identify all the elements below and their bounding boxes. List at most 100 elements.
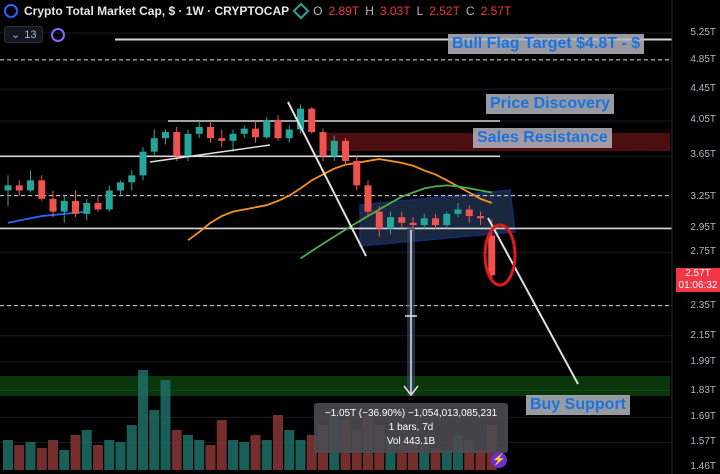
candle-body: [139, 151, 147, 176]
volume-bar: [48, 440, 58, 470]
volume-bar: [261, 440, 272, 470]
bull-flag-channel: [359, 189, 516, 247]
bookmark-icon[interactable]: [292, 2, 310, 20]
price-tick: 3.65T: [690, 149, 716, 160]
candle-body: [252, 128, 259, 138]
price-tick: 1.69T: [690, 411, 716, 422]
support-diagonal: [149, 144, 271, 163]
candle-body: [195, 126, 203, 134]
candle-body: [184, 133, 192, 157]
candle-body: [128, 175, 136, 183]
candle-body: [353, 160, 361, 186]
low-value: 2.52T: [429, 4, 460, 18]
candle-body: [229, 133, 237, 141]
volume-bar: [36, 448, 47, 470]
tooltip-volume: Vol 443.1B: [386, 436, 436, 447]
downtrend-line: [287, 101, 367, 257]
candle-body: [173, 132, 181, 157]
open-value: 2.89T: [328, 4, 360, 18]
volume-bar: [138, 370, 148, 470]
volume-bar: [306, 435, 317, 470]
price-tick: 4.45T: [690, 83, 716, 94]
volume-bar: [228, 440, 238, 470]
candle-body: [308, 108, 316, 133]
price-tick: 1.57T: [690, 436, 716, 447]
projection-line: [487, 217, 579, 385]
candle-body: [72, 200, 79, 214]
volume-bar: [385, 440, 396, 470]
candle-body: [465, 209, 473, 217]
highlight-ellipse: [483, 223, 517, 287]
chart-header: Crypto Total Market Cap, $ · 1W · CRYPTO…: [4, 2, 511, 20]
volume-bar: [59, 450, 70, 470]
volume-bar: [81, 430, 92, 470]
candles: [4, 104, 496, 282]
volume-bar: [104, 440, 115, 470]
candle-body: [60, 200, 68, 212]
candle-body: [488, 235, 496, 276]
price-tick: 2.75T: [690, 246, 716, 257]
candle-body: [27, 180, 34, 191]
open-label: O: [313, 4, 323, 18]
low-label: L: [416, 4, 424, 18]
loading-spinner-icon: [51, 27, 66, 42]
tradingview-logo-icon: [4, 4, 18, 18]
sales-resistance-label: Sales Resistance: [473, 128, 612, 148]
price-tick: 2.95T: [690, 222, 716, 233]
volume-bar: [408, 440, 418, 470]
candle-body: [285, 129, 293, 139]
volume-bar: [126, 425, 137, 470]
price-tick: 4.05T: [690, 114, 716, 125]
volume-bar: [183, 435, 193, 470]
measure-tooltip: −1.05T (−36.90%) −1,054,013,085,231 1 ba…: [314, 403, 508, 453]
ma-orange-line: [187, 158, 493, 241]
candle-body: [263, 120, 271, 138]
candle-body: [94, 203, 102, 210]
volume-bar: [430, 448, 441, 470]
volume-bar: [194, 440, 205, 470]
candle-body: [83, 203, 91, 214]
candle-body: [330, 140, 338, 157]
bar-countdown: 01:06:32: [676, 280, 720, 292]
candle-body: [398, 217, 406, 223]
candle-body: [420, 218, 428, 226]
volume-bar: [3, 440, 13, 470]
price-tick: 3.25T: [690, 191, 716, 202]
volume-bar: [70, 435, 81, 470]
buy-support-zone: [0, 376, 670, 396]
candle-body: [150, 138, 158, 152]
ma-green-line: [300, 184, 492, 260]
buy-support-label: Buy Support: [526, 395, 630, 415]
chart-title[interactable]: Crypto Total Market Cap, $ · 1W · CRYPTO…: [24, 4, 290, 18]
volume-bar: [205, 445, 216, 470]
volume-bar: [396, 445, 407, 470]
candle-body: [432, 218, 439, 226]
volume-bar: [419, 442, 430, 470]
price-tick: 4.85T: [690, 54, 716, 65]
tooltip-bars: 1 bars, 7d: [388, 422, 434, 433]
volume-bar: [284, 430, 295, 470]
candle-body: [207, 126, 214, 139]
close-label: C: [465, 4, 475, 18]
candle-body: [274, 120, 282, 139]
last-price-tag: 2.57T: [676, 268, 720, 280]
high-label: H: [365, 4, 374, 18]
candle-body: [342, 140, 349, 161]
candle-body: [218, 138, 226, 141]
volume-bar: [464, 440, 475, 470]
candle-body: [454, 209, 462, 214]
price-tick: 1.46T: [690, 461, 716, 472]
candle-body: [364, 185, 372, 212]
price-tick: 5.25T: [690, 27, 716, 38]
lightning-icon[interactable]: ⚡: [491, 452, 507, 468]
price-levels: [0, 38, 672, 307]
volume-bar: [115, 442, 126, 470]
volume-bar: [160, 380, 171, 470]
price-tick: 1.99T: [690, 356, 716, 367]
volume-bar: [239, 442, 250, 470]
indicators-toggle[interactable]: ⌄ 13: [4, 26, 44, 43]
candle-body: [49, 198, 57, 212]
volume-bar: [295, 440, 306, 470]
candle-body: [4, 185, 12, 191]
volume-bar: [149, 410, 160, 470]
